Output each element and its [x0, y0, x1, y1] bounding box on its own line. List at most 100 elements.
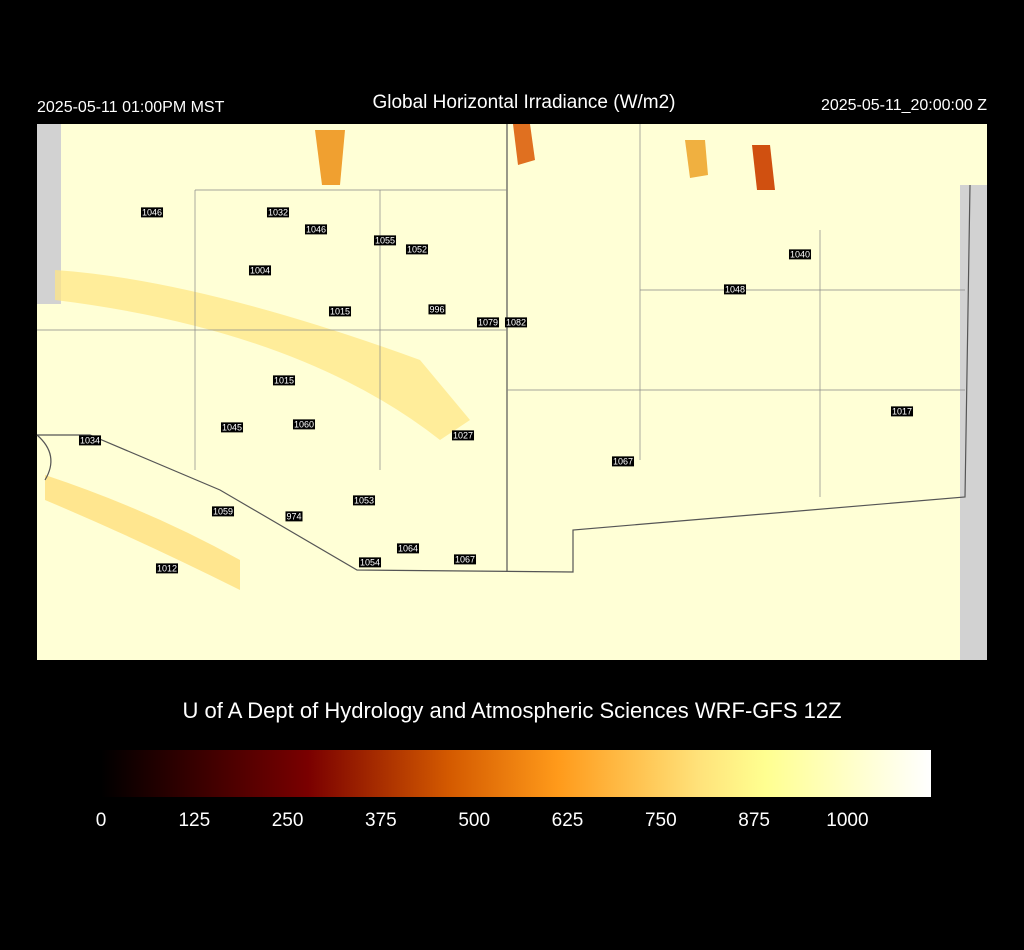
- irradiance-band: [55, 270, 470, 440]
- station-labels: 1046 1032 1046 1055 1052 1004 996 1015 1079 1082 1…: [78, 207, 914, 574]
- colorbar-tick-label: 625: [552, 810, 584, 831]
- station: 1054: [358, 557, 382, 568]
- colorbar: [101, 750, 931, 797]
- station-value: 1015: [330, 306, 350, 316]
- station-box: [428, 304, 446, 315]
- station: 1067: [453, 554, 477, 565]
- station: 1060: [292, 419, 316, 430]
- station: 1053: [352, 495, 376, 506]
- station-value: 1027: [453, 430, 473, 440]
- station-value: 1053: [354, 495, 374, 505]
- station-box: [211, 506, 235, 517]
- station: 1017: [890, 406, 914, 417]
- station-box: [504, 317, 528, 328]
- station-box: [328, 306, 352, 317]
- station: 1004: [248, 265, 272, 276]
- station: 1032: [266, 207, 290, 218]
- colorbar-tick-label: 375: [365, 810, 397, 831]
- station-box: [476, 317, 500, 328]
- station-box: [396, 543, 420, 554]
- station-box: [140, 207, 164, 218]
- station: 1046: [140, 207, 164, 218]
- station: 1079: [476, 317, 500, 328]
- station-box: [155, 563, 179, 574]
- station-box: [788, 249, 812, 260]
- valid-utc-time: 2025-05-11_20:00:00 Z: [821, 97, 987, 114]
- station: 1040: [788, 249, 812, 260]
- credit: U of A Dept of Hydrology and Atmospheric…: [182, 698, 841, 723]
- station: 1059: [211, 506, 235, 517]
- colorbar-tick-label: 750: [645, 810, 677, 831]
- no-data: [960, 185, 987, 660]
- station-value: 1052: [407, 244, 427, 254]
- station: 1082: [504, 317, 528, 328]
- station-value: 1060: [294, 419, 314, 429]
- station-value: 1040: [790, 249, 810, 259]
- colorbar-ticks: 0 125 250 375 500 625 750 875 1000: [96, 810, 869, 831]
- station-box: [352, 495, 376, 506]
- station: 1046: [304, 224, 328, 235]
- colorbar-tick-label: 500: [458, 810, 490, 831]
- station-value: 996: [429, 304, 444, 314]
- cloud-cell: [513, 124, 535, 165]
- station-box: [453, 554, 477, 565]
- station-value: 1079: [478, 317, 498, 327]
- station-value: 1015: [274, 375, 294, 385]
- cloud-cell: [685, 140, 708, 178]
- station: 1015: [272, 375, 296, 386]
- map-field: [37, 124, 987, 660]
- station: 1012: [155, 563, 179, 574]
- station-value: 1046: [142, 207, 162, 217]
- station-value: 1032: [268, 207, 288, 217]
- valid-local-time: 2025-05-11 01:00PM MST: [37, 99, 225, 116]
- station-box: [611, 456, 635, 467]
- station-box: [248, 265, 272, 276]
- station-box: [723, 284, 747, 295]
- station-value: 1055: [375, 235, 395, 245]
- station-box: [405, 244, 429, 255]
- colorbar-tick-label: 0: [96, 810, 107, 831]
- station-box: [285, 511, 303, 522]
- station: 1045: [220, 422, 244, 433]
- station-value: 1054: [360, 557, 380, 567]
- state-borders: [36, 124, 971, 573]
- station-value: 1012: [157, 563, 177, 573]
- station: 1015: [328, 306, 352, 317]
- station-box: [266, 207, 290, 218]
- station: 974: [285, 511, 303, 522]
- station-box: [358, 557, 382, 568]
- station-value: 1082: [506, 317, 526, 327]
- station: 1027: [451, 430, 475, 441]
- station-value: 1034: [80, 435, 100, 445]
- colorbar-tick-label: 125: [178, 810, 210, 831]
- station-box: [78, 435, 102, 446]
- map: [36, 124, 987, 660]
- station: 1034: [78, 435, 102, 446]
- irradiance-band: [45, 475, 240, 590]
- station-value: 1064: [398, 543, 418, 553]
- station: 1055: [373, 235, 397, 246]
- colorbar-tick-label: 875: [738, 810, 770, 831]
- cloud-cell: [315, 130, 345, 185]
- county-borders: [37, 124, 965, 497]
- station-value: 1045: [222, 422, 242, 432]
- station: 1052: [405, 244, 429, 255]
- station: 1048: [723, 284, 747, 295]
- colorbar-tick-label: 1000: [826, 810, 868, 831]
- station-value: 1067: [455, 554, 475, 564]
- station-value: 1017: [892, 406, 912, 416]
- station-box: [890, 406, 914, 417]
- map-title: Global Horizontal Irradiance (W/m2): [372, 92, 675, 113]
- station-box: [220, 422, 244, 433]
- station-box: [451, 430, 475, 441]
- station-box: [272, 375, 296, 386]
- station-box: [304, 224, 328, 235]
- station-value: 1048: [725, 284, 745, 294]
- station: 1064: [396, 543, 420, 554]
- colorbar-tick-label: 250: [272, 810, 304, 831]
- station-box: [292, 419, 316, 430]
- station: 1067: [611, 456, 635, 467]
- station-box: [373, 235, 397, 246]
- station-value: 1046: [306, 224, 326, 234]
